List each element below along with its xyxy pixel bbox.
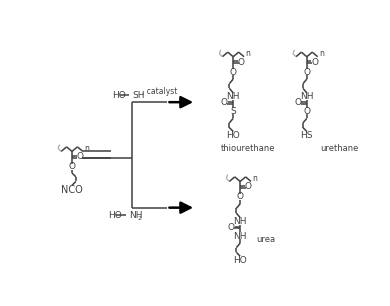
Text: SH: SH bbox=[133, 91, 145, 100]
Text: , catalyst: , catalyst bbox=[142, 87, 177, 96]
Text: NH: NH bbox=[234, 217, 247, 226]
Text: O: O bbox=[294, 99, 301, 107]
Text: 2: 2 bbox=[137, 216, 141, 221]
Text: NH: NH bbox=[300, 92, 314, 101]
Text: O: O bbox=[230, 68, 237, 76]
Text: thiourethane: thiourethane bbox=[221, 144, 275, 153]
Text: O: O bbox=[245, 182, 252, 191]
Text: O: O bbox=[227, 223, 234, 232]
Text: HO: HO bbox=[233, 256, 247, 264]
Text: NCO: NCO bbox=[61, 185, 83, 195]
Text: urethane: urethane bbox=[320, 144, 358, 153]
Text: n: n bbox=[253, 174, 257, 183]
Text: O: O bbox=[303, 68, 310, 76]
Text: n: n bbox=[319, 49, 324, 58]
Text: O: O bbox=[237, 192, 244, 201]
Text: HO: HO bbox=[226, 131, 240, 140]
Text: O: O bbox=[76, 152, 83, 161]
Text: O: O bbox=[311, 58, 318, 67]
Text: S: S bbox=[230, 107, 236, 116]
Text: O: O bbox=[69, 162, 76, 171]
Text: O: O bbox=[238, 58, 245, 67]
Text: NH: NH bbox=[234, 232, 247, 241]
Text: HO: HO bbox=[108, 211, 122, 220]
Text: HS: HS bbox=[301, 131, 313, 140]
Text: n: n bbox=[246, 49, 250, 58]
Text: NH: NH bbox=[129, 211, 143, 220]
Text: NH: NH bbox=[227, 92, 240, 101]
Text: O: O bbox=[303, 107, 310, 116]
Text: n: n bbox=[84, 144, 89, 153]
Text: O: O bbox=[220, 99, 227, 107]
Text: HO: HO bbox=[112, 91, 126, 100]
Text: urea: urea bbox=[257, 235, 276, 244]
